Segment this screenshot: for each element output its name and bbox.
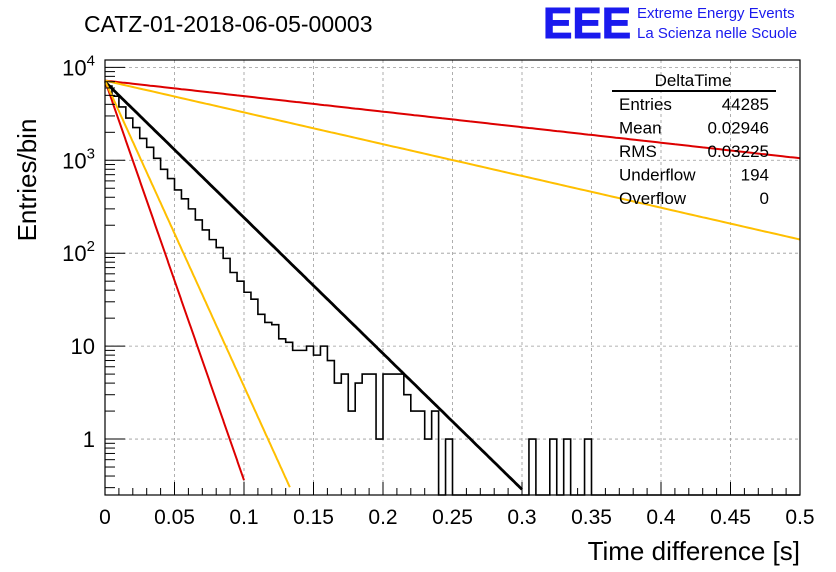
logo-mark: EEE [543, 0, 631, 48]
stats-label: Underflow [619, 166, 696, 185]
fit-curve [104, 80, 291, 488]
grid [105, 60, 800, 495]
chart-title: CATZ-01-2018-06-05-00003 [84, 11, 373, 37]
stats-title: DeltaTime [655, 71, 732, 90]
y-tick-label: 103 [62, 145, 95, 173]
x-tick-label: 0.2 [368, 506, 397, 529]
logo: EEE Extreme Energy Events La Scienza nel… [543, 0, 798, 49]
y-tick-label: 1 [83, 427, 95, 452]
x-tick-label: 0.05 [154, 506, 195, 529]
x-axis-label: Time difference [s] [588, 536, 800, 566]
fit-curve [104, 80, 523, 491]
logo-line-1: Extreme Energy Events [637, 5, 795, 22]
stats-label: Mean [619, 119, 662, 138]
y-axis-label: Entries/bin [12, 119, 42, 242]
y-axis: 1 10 102 103 104 [62, 52, 125, 489]
stats-value: 194 [741, 166, 769, 185]
x-tick-label: 0 [99, 506, 111, 529]
y-tick-label: 104 [62, 52, 95, 80]
x-tick-label: 0.3 [507, 506, 536, 529]
x-tick-label: 0.5 [785, 506, 814, 529]
stats-rows: Entries 44285 Mean 0.02946 RMS 0.03225 Underfl… [619, 95, 769, 208]
stats-label: Entries [619, 95, 672, 114]
stats-label: RMS [619, 142, 657, 161]
y-tick-label: 10 [71, 334, 95, 359]
fit-curves-layer [104, 79, 801, 491]
stats-value: 0.03225 [708, 142, 769, 161]
x-tick-label: 0.45 [710, 506, 751, 529]
x-tick-label: 0.25 [432, 506, 473, 529]
x-axis: 0 0.05 0.1 0.15 0.2 0.25 0.3 0.35 0.4 0.45 0.5 [99, 482, 815, 529]
stats-value: 0 [760, 189, 769, 208]
x-tick-label: 0.1 [229, 506, 258, 529]
stats-label: Overflow [619, 189, 687, 208]
fit-curve [104, 79, 801, 160]
fit-curve [104, 80, 245, 481]
x-tick-label: 0.4 [646, 506, 676, 529]
fit-curve [104, 79, 801, 241]
stats-box: DeltaTime Entries 44285 Mean 0.02946 RMS 0.03… [612, 71, 776, 208]
logo-line-2: La Scienza nelle Scuole [637, 25, 797, 42]
stats-value: 44285 [722, 95, 769, 114]
stats-value: 0.02946 [708, 119, 769, 138]
x-tick-label: 0.35 [571, 506, 612, 529]
y-tick-label: 102 [62, 238, 95, 266]
x-tick-label: 0.15 [293, 506, 334, 529]
